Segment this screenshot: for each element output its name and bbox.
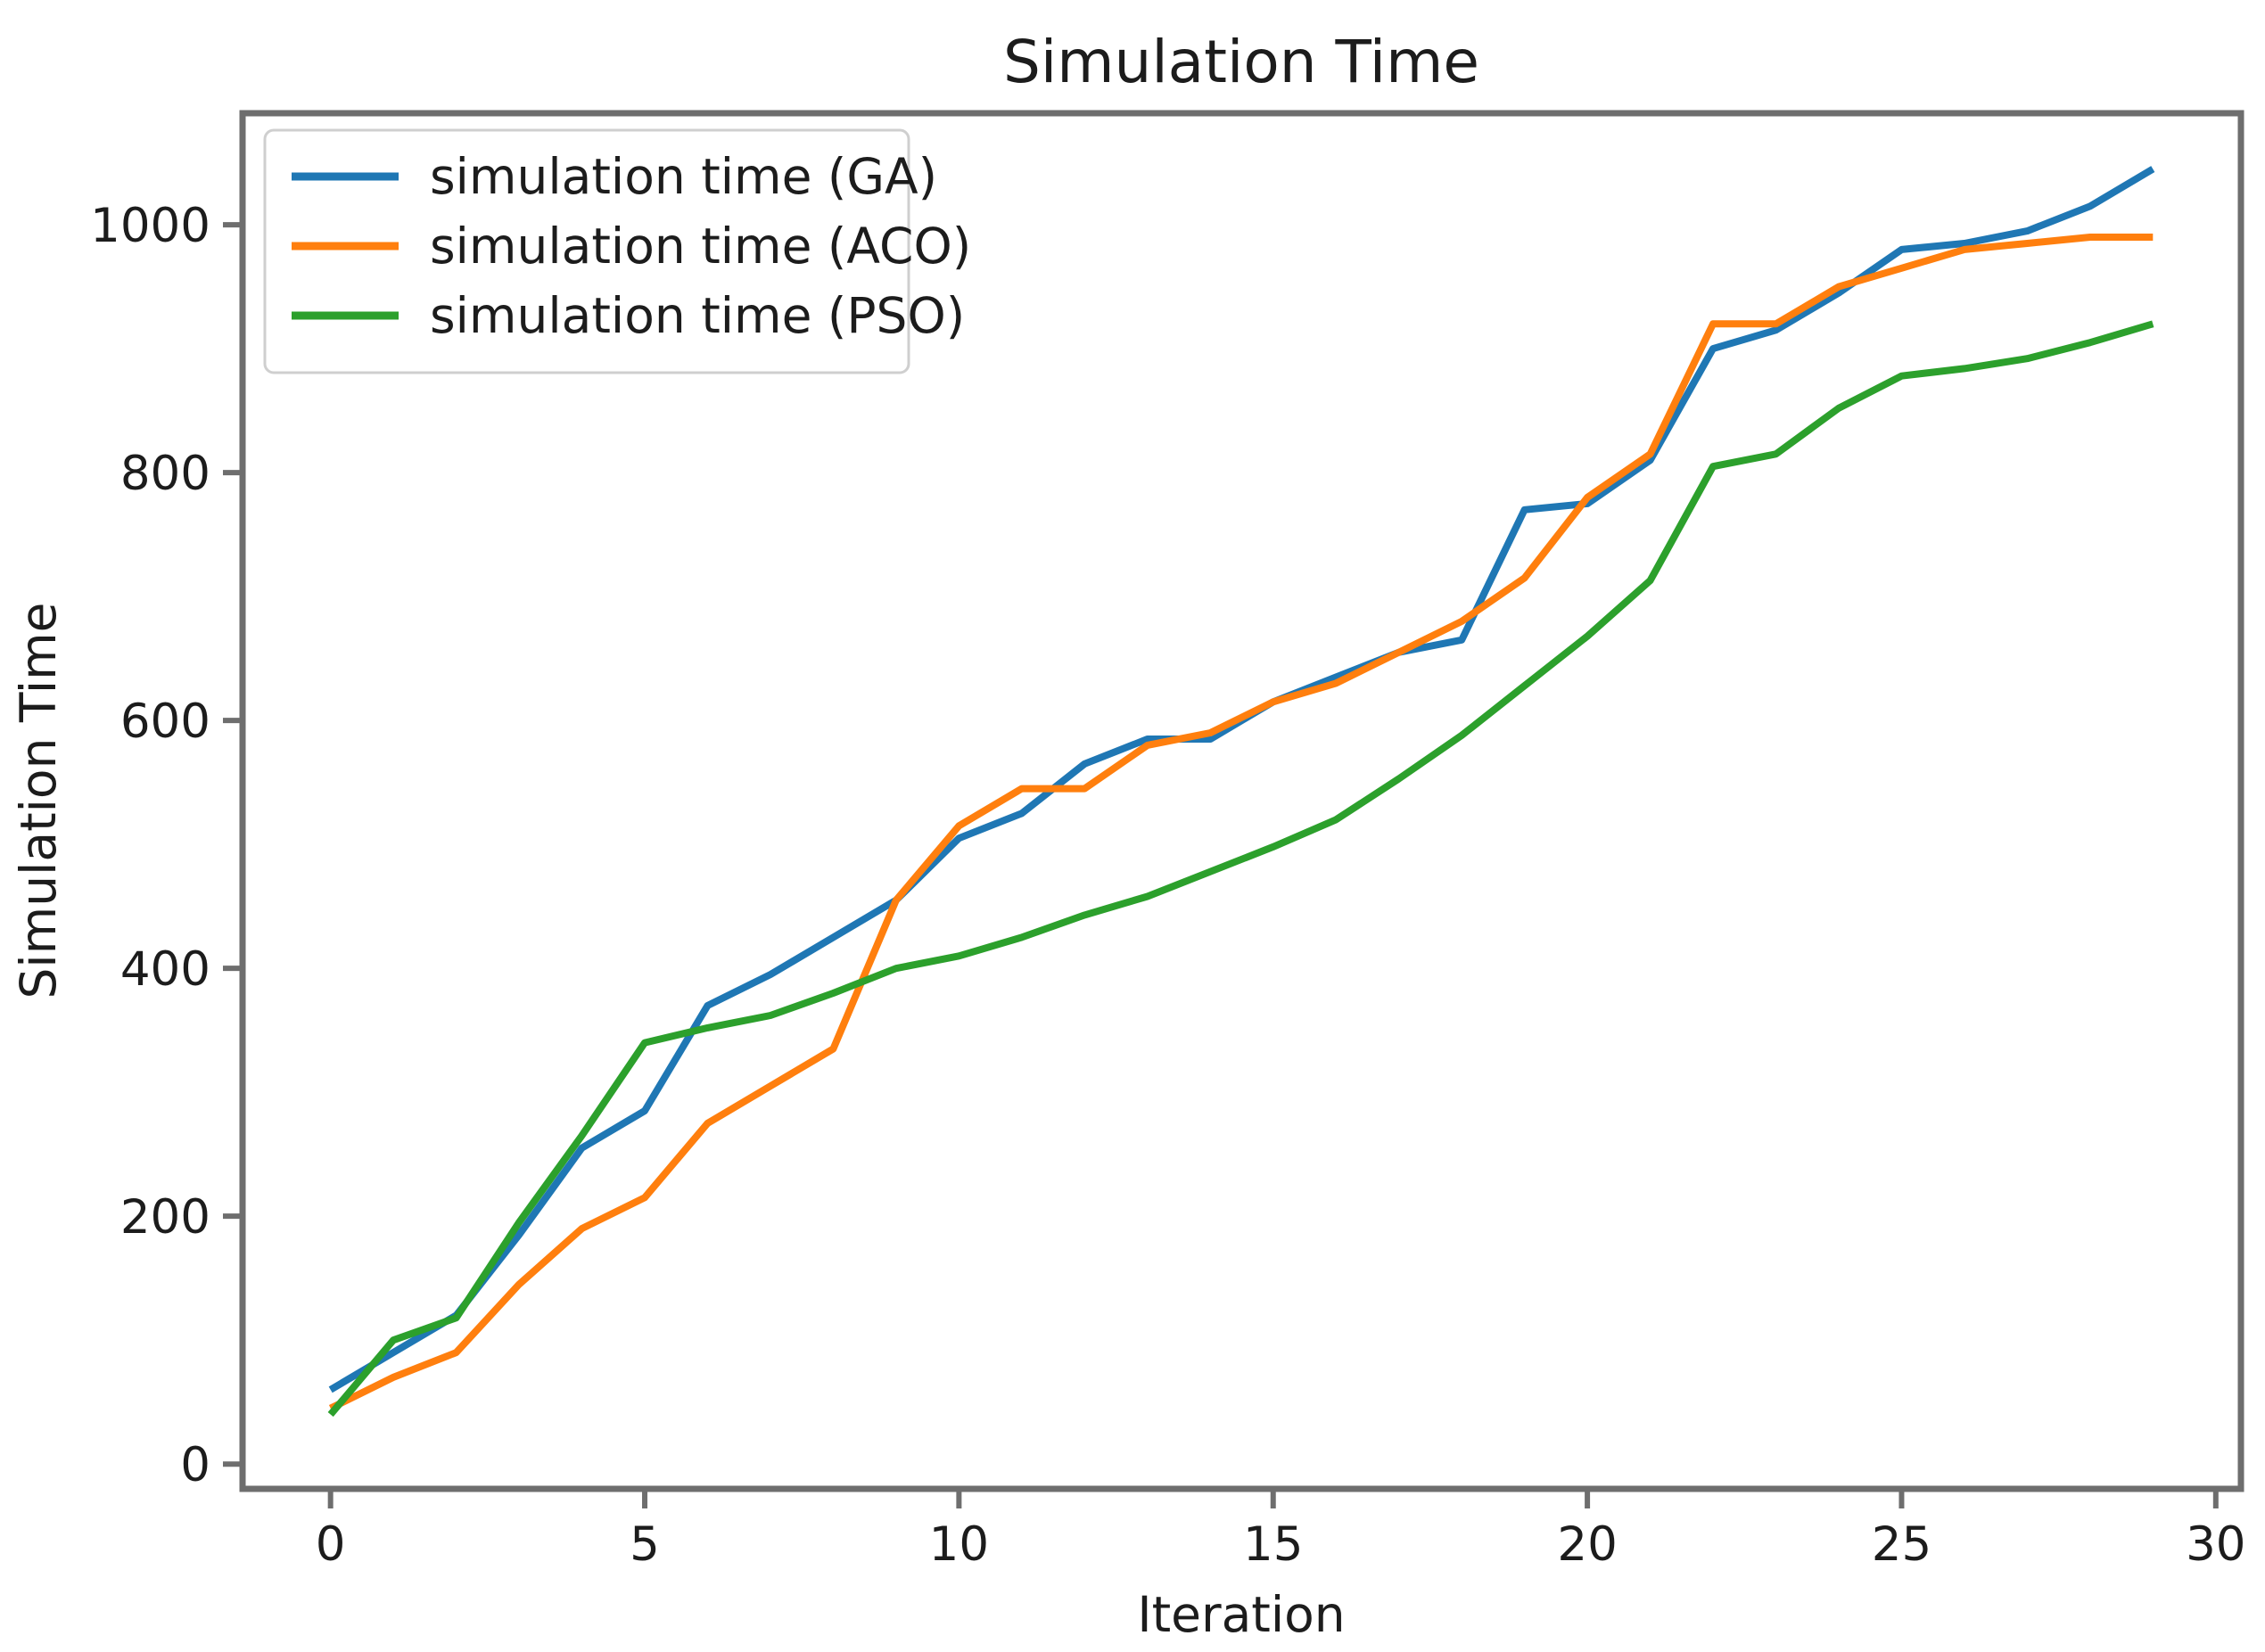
legend: simulation time (GA) simulation time (AC… [263, 128, 971, 374]
series-line-aco [328, 234, 2154, 1412]
y-tick-label: 200 [120, 1190, 210, 1245]
legend-label-aco: simulation time (ACO) [430, 218, 971, 275]
legend-label-pso: simulation time (PSO) [430, 287, 965, 344]
x-tick-label: 25 [1872, 1517, 1931, 1572]
y-tick-label: 800 [120, 447, 210, 501]
y-tick-label: 1000 [90, 199, 210, 253]
y-tick-label: 0 [180, 1438, 210, 1492]
y-tick-label: 400 [120, 942, 210, 997]
series-line-pso [327, 320, 2154, 1418]
legend-entry-ga: simulation time (GA) [292, 148, 937, 205]
x-tick-label: 30 [2186, 1517, 2245, 1572]
legend-entry-aco: simulation time (ACO) [292, 218, 971, 275]
legend-label-ga: simulation time (GA) [430, 148, 937, 205]
x-tick-label: 5 [630, 1517, 660, 1572]
legend-entry-pso: simulation time (PSO) [292, 287, 965, 344]
x-axis-label: Iteration [1137, 1586, 1345, 1643]
x-tick-label: 10 [929, 1517, 989, 1572]
plot-series [327, 166, 2155, 1418]
x-tick-label: 20 [1557, 1517, 1617, 1572]
y-axis-ticks: 0 200 400 600 800 1000 [90, 199, 243, 1492]
chart-title: Simulation Time [1003, 28, 1479, 96]
plot-border [239, 110, 2244, 1492]
x-tick-label: 0 [316, 1517, 346, 1572]
y-axis-label: Simulation Time [10, 602, 67, 999]
x-tick-label: 15 [1243, 1517, 1303, 1572]
x-axis-ticks: 0 5 10 15 20 25 30 [316, 1489, 2246, 1572]
y-tick-label: 600 [120, 694, 210, 749]
legend-box [263, 128, 910, 374]
